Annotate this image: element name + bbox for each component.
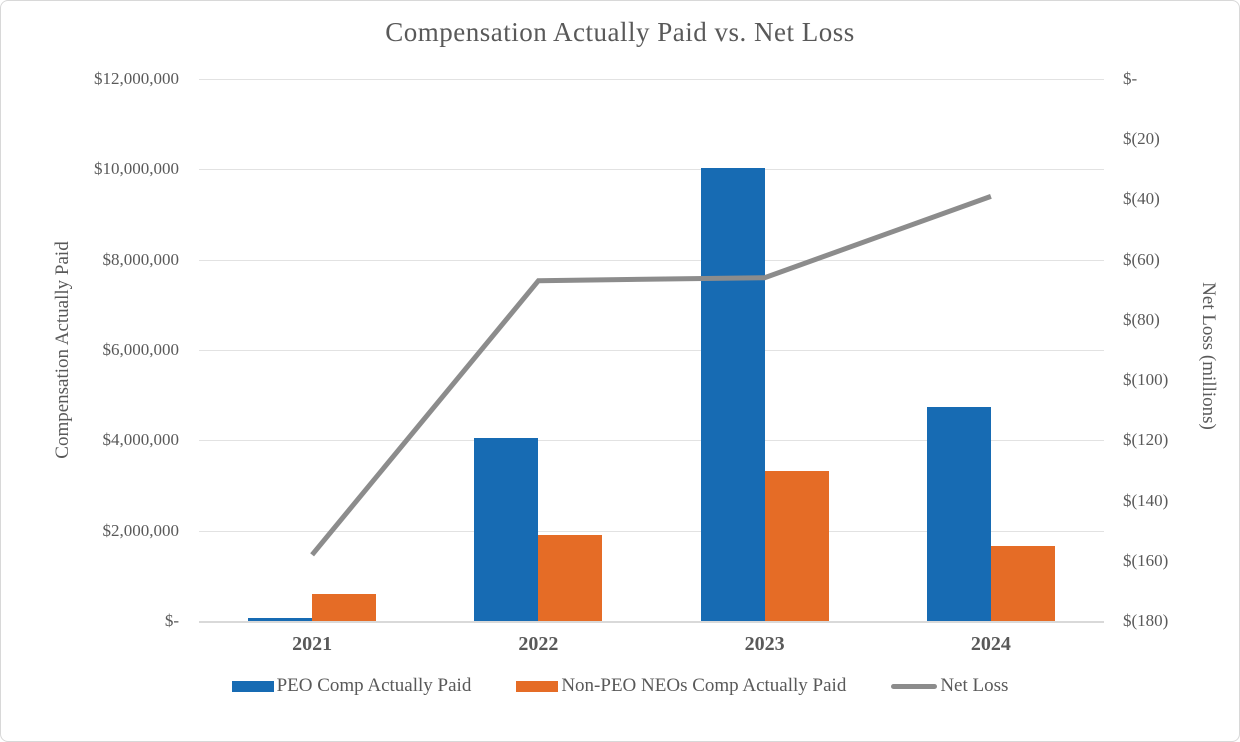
left-axis-tick-label: $10,000,000 [94, 159, 179, 179]
non-peo-bar-2023 [764, 471, 829, 621]
x-axis-label-2024: 2024 [970, 633, 1011, 655]
right-axis-tick-label: $(60) [1123, 249, 1160, 269]
peo-bar-2023 [700, 167, 765, 621]
legend-item-peo-comp: PEO Comp Actually Paid [231, 675, 472, 697]
gridline [199, 169, 1104, 171]
legend-item-non-peo-comp: Non-PEO NEOs Comp Actually Paid [516, 675, 846, 697]
legend-swatch-net-loss [891, 683, 938, 689]
right-axis-tick-label: $- [1123, 69, 1138, 88]
legend: PEO Comp Actually Paid Non-PEO NEOs Comp… [1, 675, 1239, 697]
left-axis-tick-label: $- [164, 611, 179, 630]
right-axis-tick-label: $(40) [1123, 189, 1160, 209]
legend-label-net-loss: Net Loss [940, 675, 1009, 696]
gridline [199, 621, 1104, 623]
right-axis-tick-label: $(20) [1123, 129, 1160, 149]
right-axis-tick-label: $(160) [1123, 550, 1169, 570]
legend-swatch-peo-comp [231, 680, 274, 692]
plot-area [199, 79, 1104, 623]
left-axis-tick-label: $6,000,000 [102, 340, 180, 359]
chart-title: Compensation Actually Paid vs. Net Loss [385, 17, 855, 47]
legend-swatch-non-peo-comp [516, 680, 559, 692]
gridline [199, 79, 1104, 80]
right-axis-tick-label: $(120) [1123, 430, 1169, 450]
right-axis-tick-label: $(180) [1123, 611, 1169, 630]
peo-bar-2021 [248, 617, 313, 621]
legend-label-peo-comp: PEO Comp Actually Paid [276, 675, 472, 696]
peo-bar-2024 [926, 406, 991, 621]
x-axis-label-2021: 2021 [292, 633, 333, 655]
legend-label-non-peo-comp: Non-PEO NEOs Comp Actually Paid [561, 675, 847, 696]
right-axis-tick-label: $(140) [1123, 490, 1169, 510]
non-peo-bar-2021 [312, 594, 377, 621]
x-axis-label-2022: 2022 [518, 633, 559, 655]
non-peo-bar-2024 [990, 546, 1055, 621]
legend-item-net-loss: Net Loss [891, 675, 1008, 697]
left-axis-tick-label: $12,000,000 [94, 69, 179, 88]
left-axis-tick-label: $2,000,000 [102, 520, 180, 540]
right-axis-tick-label: $(80) [1123, 309, 1160, 329]
left-axis-tick-label: $4,000,000 [102, 430, 180, 450]
gridline [199, 350, 1104, 351]
gridline [199, 259, 1104, 261]
left-axis-tick-label: $8,000,000 [102, 249, 180, 269]
peo-bar-2022 [474, 438, 539, 621]
right-axis-title: Net Loss (millions) [1198, 282, 1219, 430]
right-axis-tick-label: $(100) [1123, 370, 1169, 390]
non-peo-bar-2022 [538, 535, 603, 621]
x-axis-label-2023: 2023 [744, 633, 785, 655]
